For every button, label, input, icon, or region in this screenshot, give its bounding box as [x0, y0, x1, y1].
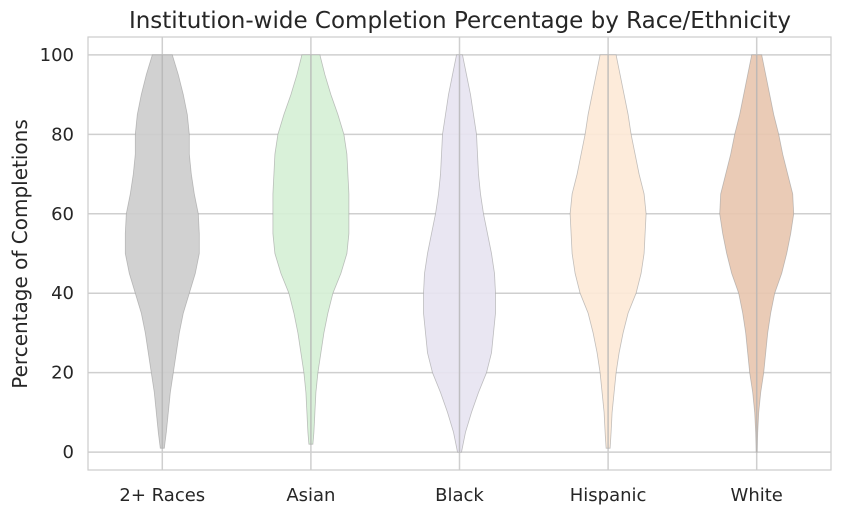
- y-tick-label: 60: [51, 204, 74, 225]
- x-tick-label: Hispanic: [570, 485, 647, 506]
- y-tick-label: 20: [51, 363, 74, 384]
- y-tick-label: 40: [51, 283, 74, 304]
- y-axis-label: Percentage of Completions: [8, 119, 32, 388]
- x-tick-label: 2+ Races: [119, 485, 205, 506]
- plot-frame: [87, 36, 832, 471]
- x-tick-label: Asian: [286, 485, 335, 506]
- violins: [124, 54, 795, 453]
- x-tick-labels: 2+ Races Asian Black Hispanic White: [119, 485, 782, 506]
- y-tick-label: 100: [40, 45, 74, 66]
- y-tick-label: 80: [51, 124, 74, 145]
- x-tick-label: Black: [435, 485, 484, 506]
- chart-title: Institution-wide Completion Percentage b…: [129, 8, 791, 34]
- y-tick-labels: 0 20 40 60 80 100: [40, 45, 74, 463]
- x-tick-label: White: [731, 485, 783, 506]
- y-tick-label: 0: [63, 442, 74, 463]
